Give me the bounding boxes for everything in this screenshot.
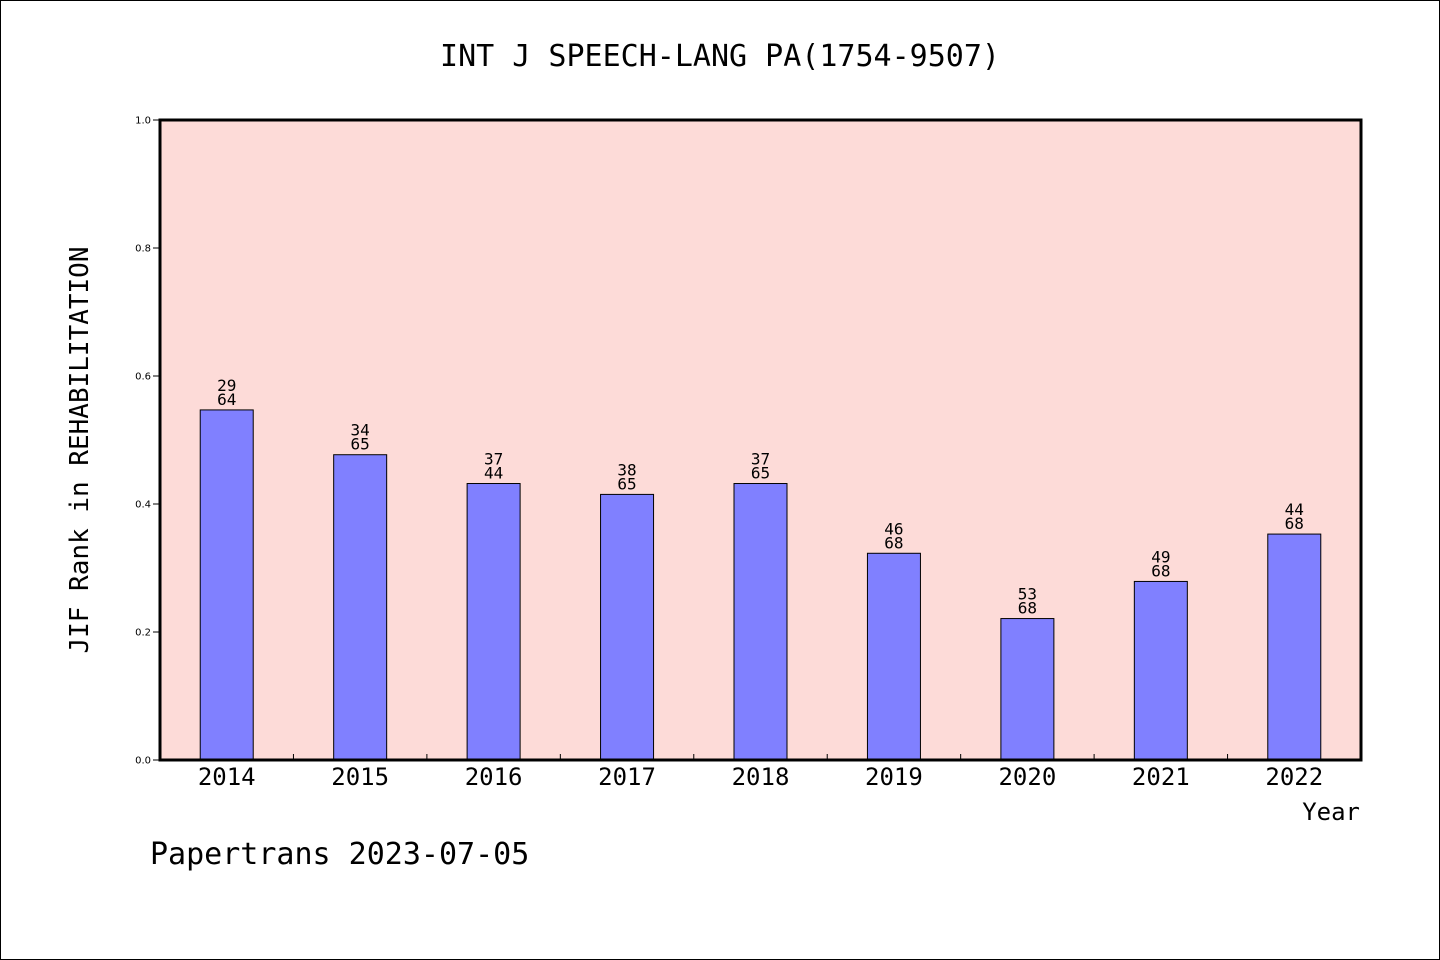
bar-2017 [600,493,655,761]
bar-2015 [333,454,388,761]
bar-2020 [1000,618,1055,761]
bar-label-rank: 53 [1018,585,1037,604]
x-tick-label: 2021 [1132,763,1190,791]
y-tick-label: 0.2 [135,628,151,639]
bar-label-rank: 29 [217,376,236,395]
x-tick-label: 2016 [465,763,523,791]
x-axis-label: Year [1302,798,1360,826]
x-tick-label: 2014 [198,763,256,791]
footer-text: Papertrans 2023-07-05 [150,837,529,872]
x-tick-label: 2020 [998,763,1056,791]
bar-label-rank: 37 [751,450,770,469]
x-tick-label: 2017 [598,763,656,791]
plot-border [158,118,1363,762]
x-tick-label: 2015 [331,763,389,791]
y-tick-label: 0.6 [135,372,151,383]
bar-2022 [1267,533,1322,761]
bar-2021 [1133,580,1188,761]
bar-label-total: 65 [617,474,636,493]
x-tick-label: 2019 [865,763,923,791]
bar-label-total: 68 [1018,599,1037,618]
bar-label-total: 68 [884,533,903,552]
y-tick-label: 0.0 [135,756,151,767]
bar-label-total: 65 [351,435,370,454]
bar-label-rank: 37 [484,450,503,469]
bar-2019 [866,552,921,761]
bar-2018 [733,483,788,761]
bar-label-total: 68 [1285,514,1304,533]
y-axis-label: JIF Rank in REHABILITATION [65,247,95,654]
x-tick-label: 2022 [1265,763,1323,791]
bar-label-rank: 46 [884,519,903,538]
bar-2014 [199,409,254,761]
bar-label-total: 65 [751,464,770,483]
bar-label-total: 68 [1151,561,1170,580]
bar-label-total: 64 [217,390,236,409]
bar-label-rank: 44 [1285,500,1304,519]
x-axis: 2014 2015 2016 2017 2018 2019 2020 2021 2022 [198,754,1323,791]
chart-title: INT J SPEECH-LANG PA(1754-9507) [440,39,1000,74]
bar-label-rank: 34 [351,421,370,440]
y-tick-label: 0.8 [135,244,151,255]
bar-2016 [466,483,521,761]
bar-label-total: 44 [484,464,503,483]
bar-label-rank: 49 [1151,547,1170,566]
y-tick-label: 1.0 [135,116,151,127]
y-axis: 0.0 0.2 0.4 0.6 0.8 1.0 [135,116,160,767]
x-tick-label: 2018 [732,763,790,791]
y-tick-label: 0.4 [135,500,151,511]
bar-label-rank: 38 [617,460,636,479]
